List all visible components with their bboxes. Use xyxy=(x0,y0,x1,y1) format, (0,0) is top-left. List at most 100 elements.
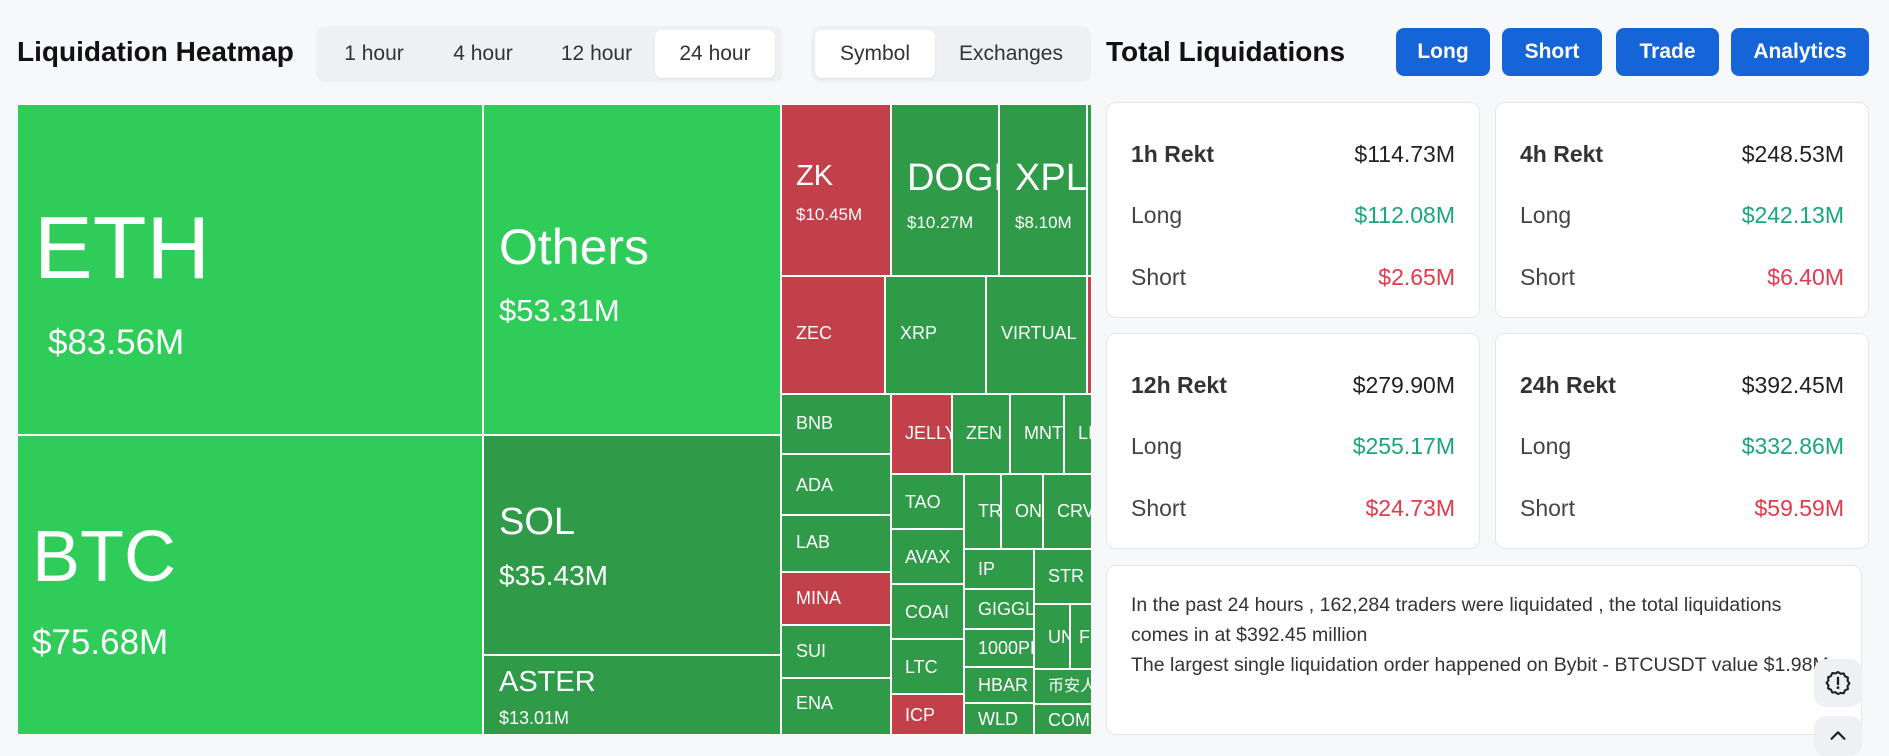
tile-zk[interactable]: ZK $10.45M xyxy=(781,104,891,276)
tile-value: $13.01M xyxy=(499,708,570,728)
tile-on[interactable]: ON xyxy=(1001,474,1043,549)
summary-line-largest-order: The largest single liquidation order hap… xyxy=(1131,654,1829,676)
tile-symbol: LTC xyxy=(905,657,938,677)
tile-symbol: UN xyxy=(1048,627,1069,647)
tile-mina[interactable]: MINA xyxy=(781,572,891,625)
long-row: Long $112.08M xyxy=(1131,202,1455,229)
tile-symbol: ASTER xyxy=(499,666,596,698)
tile-icp[interactable]: ICP xyxy=(891,694,964,735)
tile-eth[interactable]: ETH $83.56M xyxy=(17,104,483,435)
tile-doge[interactable]: DOGE $10.27M xyxy=(891,104,999,276)
settings-button[interactable] xyxy=(1814,659,1862,707)
tile-ip[interactable]: IP xyxy=(964,549,1034,589)
tile-avax[interactable]: AVAX xyxy=(891,529,964,584)
card-total: $114.73M xyxy=(1354,141,1455,167)
card-24h-rekt: 24h Rekt $392.45M Long $332.86M Short $5… xyxy=(1495,333,1869,549)
tile-symbol: ZEC xyxy=(796,323,832,343)
tile-symbol: F xyxy=(1079,627,1090,647)
tab-12-hour[interactable]: 12 hour xyxy=(560,42,633,65)
short-button[interactable]: Short xyxy=(1502,28,1602,76)
tile-coai[interactable]: COAI xyxy=(891,584,964,639)
tile-others[interactable]: Others $53.31M xyxy=(483,104,781,435)
tile-com[interactable]: COM xyxy=(1034,704,1092,735)
short-row: Short $24.73M xyxy=(1131,495,1455,522)
tile-li[interactable]: LI xyxy=(1064,394,1092,474)
tile-symbol: ON xyxy=(1015,501,1042,521)
tile-ada[interactable]: ADA xyxy=(781,454,891,515)
tile-symbol: ZEN xyxy=(966,423,1002,443)
settings-icon xyxy=(1825,670,1851,696)
tile-1000pe[interactable]: 1000PE xyxy=(964,629,1034,667)
tab-exchanges[interactable]: Exchanges xyxy=(959,42,1063,65)
tab-symbol[interactable]: Symbol xyxy=(815,30,935,78)
scroll-top-button[interactable] xyxy=(1814,716,1862,756)
tab-4-hour[interactable]: 4 hour xyxy=(453,42,513,65)
tab-24-hour[interactable]: 24 hour xyxy=(655,30,775,78)
short-label: Short xyxy=(1520,495,1575,521)
card-label: 1h Rekt xyxy=(1131,141,1215,167)
card-total: $279.90M xyxy=(1352,372,1455,398)
tile-value: $10.27M xyxy=(907,213,974,232)
tile-mnt[interactable]: MNT xyxy=(1010,394,1064,474)
tile-value: $35.43M xyxy=(499,560,608,591)
tile-symbol: DOGE xyxy=(907,157,998,199)
tile-hbar[interactable]: HBAR xyxy=(964,667,1034,703)
tab-1-hour[interactable]: 1 hour xyxy=(344,42,404,65)
tile-binance-life[interactable]: 币安人生 xyxy=(1034,669,1092,704)
trade-button[interactable]: Trade xyxy=(1616,28,1719,76)
card-header: 12h Rekt $279.90M xyxy=(1131,372,1455,399)
tile-wld[interactable]: WLD xyxy=(964,703,1034,735)
short-label: Short xyxy=(1520,264,1575,290)
tile-symbol: GIGGL xyxy=(978,599,1034,619)
tile-symbol: MINA xyxy=(796,588,841,608)
tile-value: $10.45M xyxy=(796,205,863,224)
short-value: $24.73M xyxy=(1365,495,1455,521)
tile-lab[interactable]: LAB xyxy=(781,515,891,572)
tile-symbol: TRU xyxy=(978,501,1001,521)
tile-sui[interactable]: SUI xyxy=(781,625,891,678)
tile-giggl[interactable]: GIGGL xyxy=(964,589,1034,629)
tile-xrp[interactable]: XRP xyxy=(885,276,986,394)
tile-xpl[interactable]: XPL $8.10M xyxy=(999,104,1087,276)
tile-symbol: STR xyxy=(1048,566,1084,586)
card-header: 1h Rekt $114.73M xyxy=(1131,141,1455,168)
tile-sliver[interactable] xyxy=(1087,276,1092,394)
long-value: $255.17M xyxy=(1352,433,1455,459)
long-value: $112.08M xyxy=(1354,202,1455,228)
tile-symbol: CRV xyxy=(1057,501,1092,521)
card-header: 4h Rekt $248.53M xyxy=(1520,141,1844,168)
tile-symbol: Others xyxy=(499,219,650,275)
card-total: $392.45M xyxy=(1741,372,1844,398)
tile-ltc[interactable]: LTC xyxy=(891,639,964,694)
tile-symbol: XPL xyxy=(1015,157,1087,199)
tile-symbol: MNT xyxy=(1024,423,1063,443)
analytics-button[interactable]: Analytics xyxy=(1731,28,1869,76)
tile-crv[interactable]: CRV xyxy=(1043,474,1092,549)
tile-tru[interactable]: TRU xyxy=(964,474,1001,549)
tile-symbol: SOL xyxy=(499,501,576,543)
tile-f[interactable]: F xyxy=(1070,604,1092,669)
tile-ena[interactable]: ENA xyxy=(781,678,891,735)
tile-tao[interactable]: TAO xyxy=(891,474,964,529)
tile-sol[interactable]: SOL $35.43M xyxy=(483,435,781,655)
tile-symbol: LAB xyxy=(796,532,831,552)
tile-str[interactable]: STR xyxy=(1034,549,1092,604)
tile-btc[interactable]: BTC $75.68M xyxy=(17,435,483,735)
tile-symbol: HBAR xyxy=(978,675,1029,695)
liquidation-treemap: ETH $83.56M BTC $75.68M Others $53.31M S… xyxy=(17,104,1092,735)
card-1h-rekt: 1h Rekt $114.73M Long $112.08M Short $2.… xyxy=(1106,102,1480,318)
tile-symbol: JELLY xyxy=(905,423,952,443)
tile-sliver[interactable] xyxy=(1087,104,1092,276)
tile-virtual[interactable]: VIRTUAL xyxy=(986,276,1087,394)
short-row: Short $59.59M xyxy=(1520,495,1844,522)
tile-zen[interactable]: ZEN xyxy=(952,394,1010,474)
tile-aster[interactable]: ASTER $13.01M xyxy=(483,655,781,735)
tile-symbol: ICP xyxy=(905,705,936,725)
tile-bnb[interactable]: BNB xyxy=(781,394,891,454)
tile-jelly[interactable]: JELLY xyxy=(891,394,952,474)
long-value: $332.86M xyxy=(1741,433,1844,459)
tile-symbol: BTC xyxy=(32,517,176,597)
long-button[interactable]: Long xyxy=(1396,28,1490,76)
tile-un[interactable]: UN xyxy=(1034,604,1070,669)
tile-zec[interactable]: ZEC xyxy=(781,276,885,394)
